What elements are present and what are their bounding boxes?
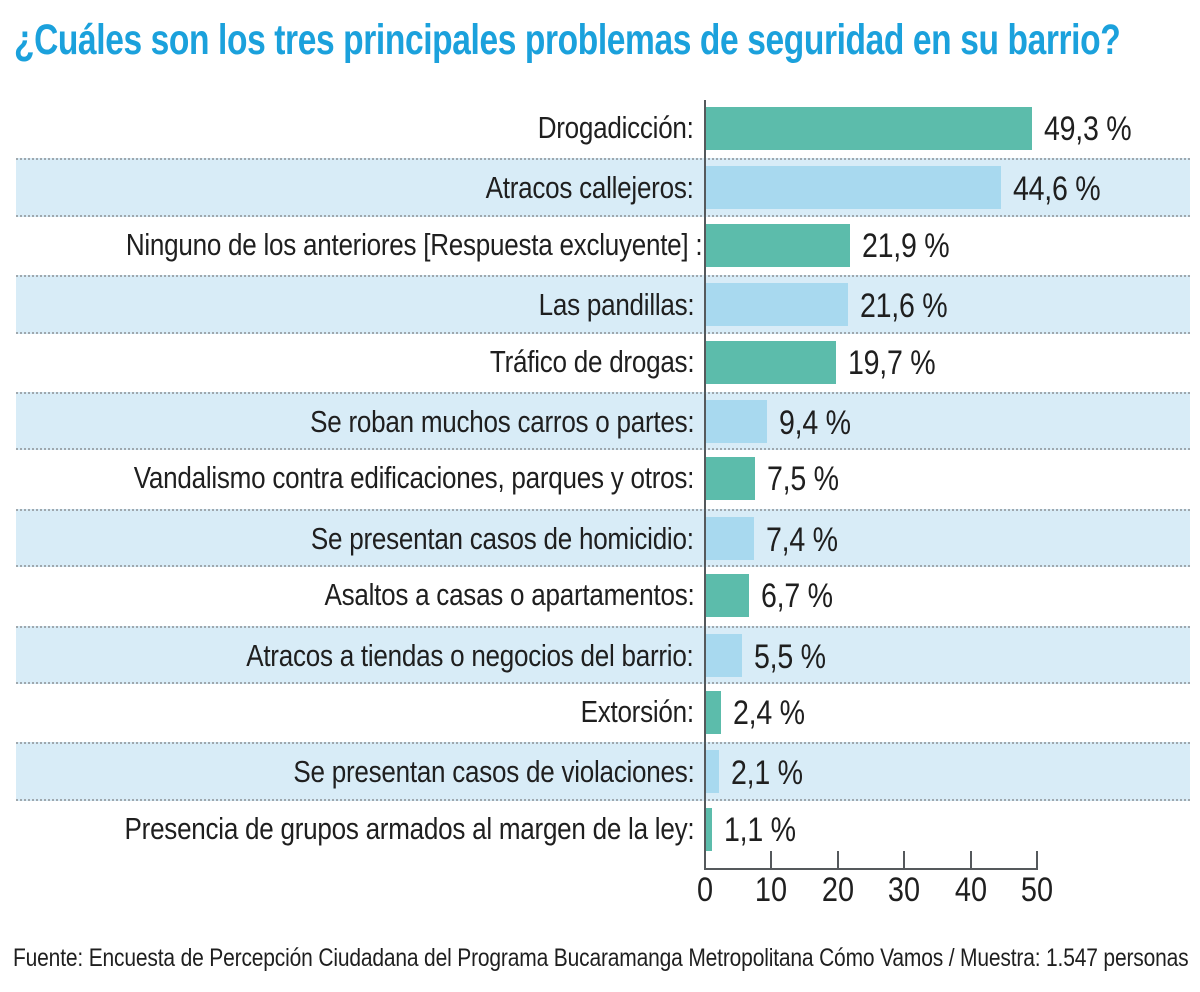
x-tick-mark [770,851,772,868]
bar-area: 7,5 % [705,450,1190,508]
value-label: 21,9 % [862,226,950,265]
x-tick-mark [970,851,972,868]
chart-row: Tráfico de drogas: 19,7 % [16,334,1190,392]
category-label: Se presentan casos de violaciones: [292,754,694,790]
bar-area: 44,6 % [705,160,1190,214]
x-tick-label: 40 [954,871,988,909]
bar [705,457,755,501]
value-label: 44,6 % [1013,170,1101,209]
chart-rows: Drogadicción: 49,3 % Atracos callejeros:… [16,100,1190,859]
bar-area: 5,5 % [705,628,1190,682]
category-label: Atracos callejeros: [486,170,694,206]
x-axis-line [704,868,1038,870]
bar-area: 2,4 % [705,684,1190,742]
bar-area: 2,1 % [705,744,1190,798]
value-label: 19,7 % [848,343,936,382]
bar [705,633,742,677]
category-label: Atracos a tiendas o negocios del barrio: [246,637,695,673]
category-label: Vandalismo contra edificaciones, parques… [133,460,695,496]
category-label: Extorsión: [580,693,695,729]
chart-title-text: ¿Cuáles son los tres principales problem… [14,16,1121,64]
bar-area: 19,7 % [705,334,1190,392]
chart-row: Presencia de grupos armados al margen de… [16,801,1190,859]
x-tick-label: 0 [696,871,714,909]
bar-area: 21,9 % [705,217,1190,275]
source-note: Fuente: Encuesta de Percepción Ciudadana… [13,944,1200,973]
value-label: 2,1 % [731,754,803,793]
value-label: 5,5 % [754,637,826,676]
chart-row: Drogadicción: 49,3 % [16,100,1190,158]
bar-area: 21,6 % [705,277,1190,331]
bar [705,399,767,443]
chart-row: Vandalismo contra edificaciones, parques… [16,450,1190,508]
bar-area: 9,4 % [705,394,1190,448]
chart-row: Las pandillas: 21,6 % [16,275,1190,334]
value-label: 49,3 % [1044,110,1132,148]
chart-row: Asaltos a casas o apartamentos: 6,7 % [16,567,1190,625]
bar-area: 7,4 % [705,511,1190,565]
x-tick-mark [837,851,839,868]
category-label: Se roban muchos carros o partes: [309,403,694,439]
value-label: 7,5 % [767,460,839,499]
x-tick-mark [903,851,905,868]
value-label: 6,7 % [761,577,833,616]
bar [705,107,1032,150]
chart-row: Ninguno de los anteriores [Respuesta exc… [16,217,1190,275]
bar [705,807,712,851]
value-label: 2,4 % [733,693,805,732]
category-label: Drogadicción: [538,110,694,145]
y-axis-line [704,100,706,868]
bar [705,340,836,384]
chart-row: Atracos callejeros: 44,6 % [16,158,1190,217]
value-label: 21,6 % [860,287,948,326]
chart-title: ¿Cuáles son los tres principales problem… [14,16,1200,65]
bar [705,166,1001,210]
value-label: 1,1 % [724,810,796,849]
bar [705,223,850,267]
bar [705,690,721,734]
bar [705,574,749,618]
chart-row: Se presentan casos de violaciones: 2,1 % [16,742,1190,801]
x-tick-mark [1036,851,1038,868]
category-label: Asaltos a casas o apartamentos: [324,577,694,613]
x-tick-label: 10 [754,871,788,909]
category-label: Las pandillas: [538,287,694,323]
chart-row: Atracos a tiendas o negocios del barrio:… [16,625,1190,684]
x-tick-label: 20 [821,871,855,909]
chart-row: Se presentan casos de homicidio: 7,4 % [16,508,1190,568]
bar-area: 1,1 % [705,801,1190,859]
category-label: Tráfico de drogas: [489,343,695,379]
category-label: Se presentan casos de homicidio: [311,520,694,556]
bar [705,516,754,560]
bar [705,750,719,794]
bar-area: 49,3 % [705,100,1190,158]
source-text: Fuente: Encuesta de Percepción Ciudadana… [13,944,1189,972]
category-label: Ninguno de los anteriores [Respuesta exc… [125,226,703,262]
bar [705,283,848,327]
value-label: 9,4 % [779,403,851,442]
chart-row: Extorsión: 2,4 % [16,684,1190,742]
x-tick-label: 50 [1020,871,1054,909]
chart-row: Se roban muchos carros o partes: 9,4 % [16,391,1190,451]
x-tick-label: 30 [887,871,921,909]
value-label: 7,4 % [766,520,838,559]
category-label: Presencia de grupos armados al margen de… [124,810,695,846]
bar-area: 6,7 % [705,567,1190,625]
